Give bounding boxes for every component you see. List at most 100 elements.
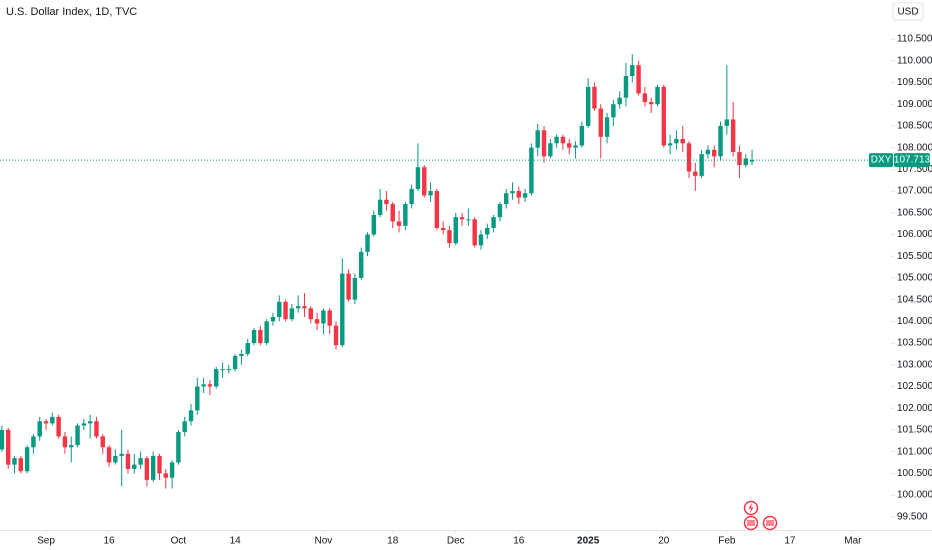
candle-body [737, 151, 742, 166]
price-tag [894, 153, 930, 168]
symbol-tag [869, 153, 893, 168]
candle-body [541, 130, 547, 157]
symbol-label: DXY [871, 155, 892, 166]
y-tick-label: 105.000 [897, 273, 932, 284]
candle-body [56, 416, 61, 437]
candle-body [415, 167, 421, 189]
candle-body [497, 204, 503, 218]
candle-body [705, 149, 711, 155]
price-label: 107.713 [894, 155, 931, 166]
candle-body [667, 143, 673, 146]
currency-label[interactable]: USD [897, 7, 918, 18]
candle-body [359, 251, 364, 278]
currency-button[interactable] [892, 2, 924, 21]
candle-body [522, 193, 528, 198]
candle-body [396, 221, 402, 226]
candle-body [680, 138, 685, 144]
y-tick-label: 108.000 [897, 142, 932, 153]
candle-body [94, 421, 99, 437]
candle-body [232, 356, 238, 370]
candle-body [560, 136, 566, 144]
candle-body [491, 217, 496, 228]
candle-body [270, 317, 276, 322]
x-tick-label: 2025 [577, 536, 600, 547]
candle-body [503, 193, 509, 205]
candle-body [0, 429, 5, 450]
candle-body [365, 234, 370, 252]
event-icon-glyph [748, 503, 754, 513]
candle-body [630, 65, 635, 76]
y-tick-label: 104.000 [897, 316, 932, 327]
candle-body [150, 455, 156, 480]
x-tick-label: 20 [658, 536, 670, 547]
candle-body [87, 421, 93, 424]
x-tick-label: 17 [784, 536, 796, 547]
candle-body [712, 149, 717, 157]
candle-body [478, 234, 484, 246]
candle-body [50, 416, 55, 424]
event-icon-glyph [747, 520, 755, 526]
candle-body [718, 125, 723, 157]
candle-body [182, 421, 187, 433]
candle-body [163, 473, 168, 478]
candle-body [100, 436, 105, 448]
event-icon-glyph [766, 520, 774, 526]
candle-body [453, 217, 458, 244]
x-tick-label: 16 [513, 536, 525, 547]
x-tick-label: Oct [171, 536, 187, 547]
y-tick-label: 109.000 [897, 99, 932, 110]
candle-body [724, 119, 730, 126]
candle-body [75, 425, 80, 446]
candle-body [239, 353, 244, 357]
candle-body [447, 230, 452, 244]
candle-body [295, 306, 301, 309]
candle-body [245, 343, 250, 354]
y-tick-label: 101.500 [897, 425, 932, 436]
y-tick-label: 105.500 [897, 251, 932, 262]
y-tick-label: 104.500 [897, 294, 932, 305]
y-tick-label: 100.500 [897, 468, 932, 479]
candle-body [24, 447, 30, 472]
candle-body [390, 204, 395, 222]
candle-body [106, 447, 112, 463]
event-icons [743, 500, 778, 531]
candle-body [472, 219, 477, 246]
x-tick-label: 16 [103, 536, 115, 547]
candle-body [699, 154, 704, 176]
candle-body [686, 143, 692, 172]
candle-body [37, 421, 42, 437]
candle-body [31, 436, 36, 448]
candle-body [132, 464, 137, 469]
candle-body [674, 138, 679, 144]
candle-body [554, 136, 559, 144]
candle-body [346, 273, 351, 300]
candle-body [352, 277, 358, 300]
y-tick-label: 106.000 [897, 229, 932, 240]
candle-body [730, 119, 736, 152]
candle-body [321, 310, 326, 324]
candle-body [308, 308, 313, 320]
x-tick-label: Mar [844, 536, 862, 547]
candle-body [642, 93, 648, 103]
candle-body [585, 86, 591, 126]
candle-body [12, 458, 17, 465]
y-tick-label: 109.500 [897, 77, 932, 88]
candle-body [207, 384, 213, 387]
candle-body [69, 445, 74, 448]
candle-body [636, 65, 641, 94]
candle-body [314, 319, 320, 324]
y-tick-label: 102.500 [897, 381, 932, 392]
candle-body [258, 330, 263, 344]
x-tick-label: Nov [314, 536, 332, 547]
candle-body [743, 158, 748, 166]
candle-body [176, 432, 181, 463]
candle-body [648, 102, 654, 105]
x-tick-label: Sep [37, 536, 55, 547]
candle-body [113, 455, 118, 463]
candle-body [409, 188, 414, 205]
candle-body [749, 160, 755, 162]
candle-body [377, 199, 383, 215]
candle-body [567, 143, 572, 148]
y-tick-label: 102.000 [897, 403, 932, 414]
